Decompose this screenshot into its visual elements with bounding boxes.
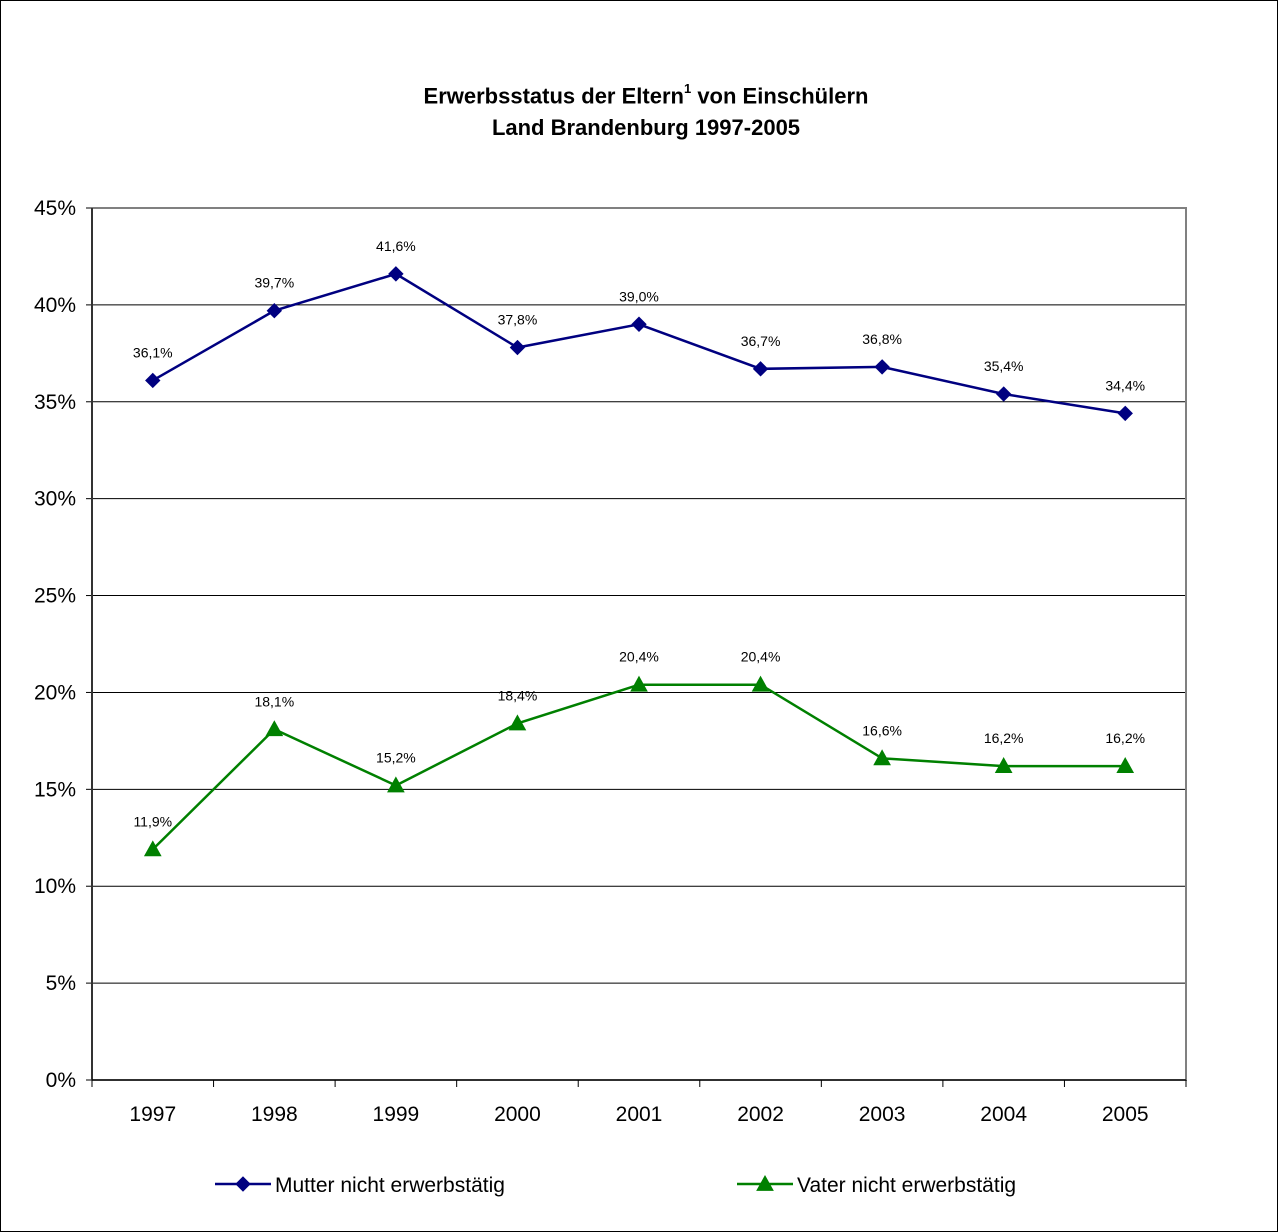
data-label-0: 36,8% (862, 331, 902, 347)
legend-label-1: Vater nicht erwerbstätig (797, 1174, 1016, 1197)
chart-title-line1: Erwerbsstatus der Eltern (423, 83, 684, 109)
data-point-0 (631, 316, 647, 332)
y-tick-label: 30% (34, 488, 76, 511)
data-label-1: 20,4% (619, 649, 659, 665)
data-label-1: 16,2% (1105, 730, 1145, 746)
x-tick-label: 2003 (859, 1103, 906, 1126)
chart-title: Erwerbsstatus der Eltern1 von Einschüler… (0, 75, 1278, 144)
data-point-0 (388, 266, 404, 282)
y-tick-label: 40% (34, 294, 76, 317)
y-tick-label: 20% (34, 681, 76, 704)
y-tick-label: 35% (34, 391, 76, 414)
data-point-1 (387, 776, 405, 793)
chart-title-footnote: 1 (683, 81, 692, 96)
data-point-0 (509, 339, 526, 356)
data-point-1 (873, 749, 891, 766)
data-point-1 (1116, 757, 1135, 773)
y-tick-label: 0% (46, 1069, 76, 1092)
data-label-1: 18,4% (498, 687, 538, 703)
data-label-0: 36,1% (133, 344, 173, 360)
data-label-0: 39,7% (254, 275, 294, 291)
x-tick-label: 2005 (1102, 1103, 1149, 1126)
data-label-0: 34,4% (1105, 377, 1145, 393)
x-tick-label: 2002 (737, 1103, 784, 1126)
data-label-0: 37,8% (498, 312, 538, 328)
data-point-1 (994, 757, 1013, 773)
y-tick-label: 25% (34, 585, 76, 608)
data-point-1 (508, 714, 527, 731)
y-tick-label: 15% (34, 778, 76, 801)
data-point-0 (145, 372, 161, 389)
legend-label-0: Mutter nicht erwerbstätig (275, 1174, 505, 1197)
data-label-0: 39,0% (619, 288, 659, 304)
data-label-1: 11,9% (133, 813, 172, 829)
data-point-0 (1117, 405, 1133, 422)
data-point-0 (752, 361, 769, 377)
data-label-0: 41,6% (376, 238, 416, 254)
chart-title-line1-rest: von Einschülern (691, 83, 869, 109)
legend-marker-0 (235, 1176, 251, 1192)
chart-title-line2: Land Brandenburg 1997-2005 (491, 115, 801, 141)
data-point-1 (265, 720, 284, 737)
y-tick-label: 5% (46, 972, 76, 995)
data-label-1: 16,2% (984, 730, 1024, 746)
plot-area-border (91, 207, 1187, 1081)
data-point-1 (751, 675, 770, 692)
data-point-0 (266, 302, 283, 319)
data-label-1: 20,4% (741, 649, 781, 665)
data-label-1: 15,2% (376, 749, 416, 765)
data-point-0 (874, 359, 890, 375)
y-tick-label: 45% (34, 197, 76, 220)
data-point-1 (630, 675, 648, 692)
data-label-0: 36,7% (741, 333, 781, 349)
data-label-0: 35,4% (984, 358, 1024, 374)
data-label-1: 16,6% (862, 722, 902, 738)
x-tick-label: 1999 (373, 1103, 420, 1126)
data-point-1 (143, 840, 162, 857)
series-line-1 (151, 683, 1126, 851)
y-tick-label: 10% (34, 875, 76, 898)
x-tick-label: 1997 (129, 1103, 176, 1126)
data-point-0 (995, 386, 1012, 402)
legend-marker-1 (756, 1174, 774, 1191)
x-tick-label: 2000 (494, 1103, 541, 1126)
x-tick-label: 2004 (980, 1103, 1027, 1126)
data-label-1: 18,1% (254, 693, 294, 709)
x-tick-label: 1998 (251, 1103, 298, 1126)
x-tick-label: 2001 (616, 1103, 663, 1126)
